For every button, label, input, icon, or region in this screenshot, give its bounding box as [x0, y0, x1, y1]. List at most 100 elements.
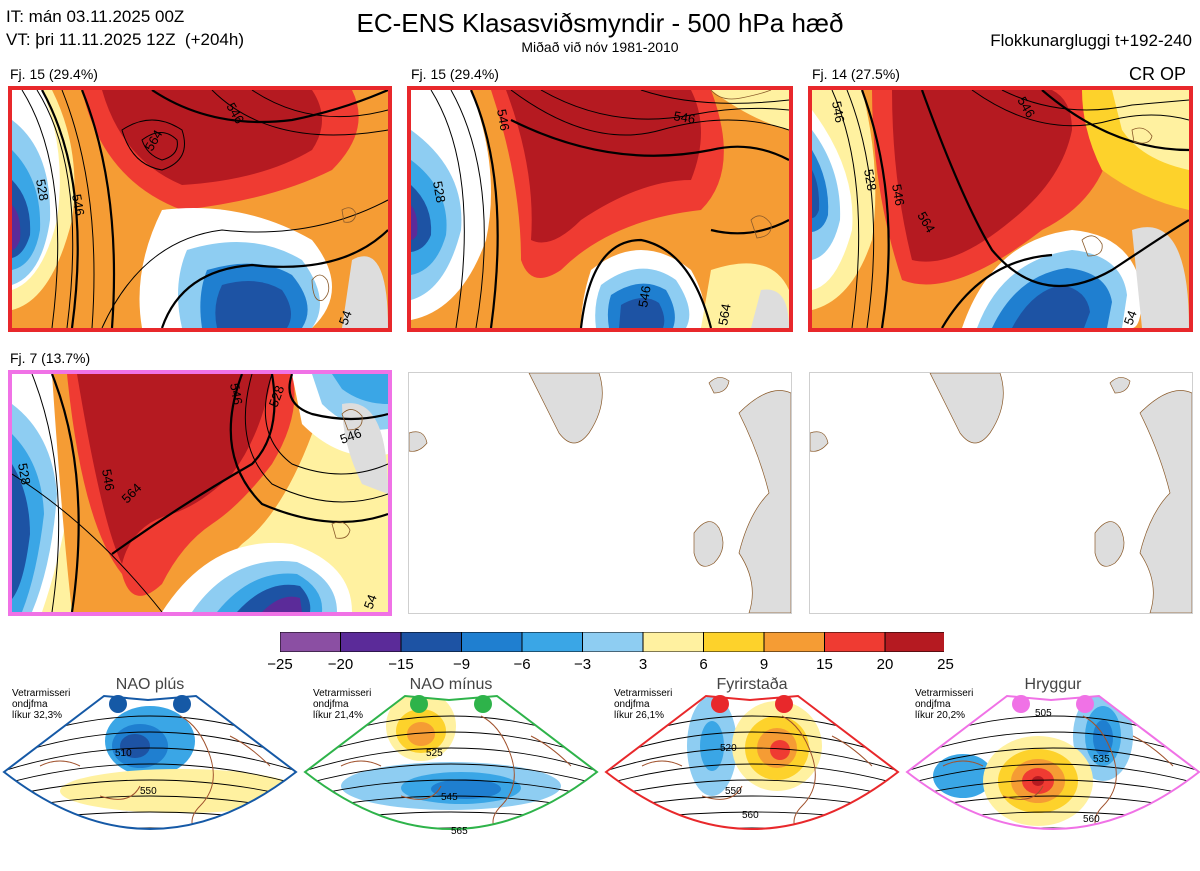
colorbar-segment	[521, 632, 583, 652]
colorbar-tick-label: 15	[816, 656, 833, 673]
regime-contour-label: 550	[725, 786, 742, 797]
panel-3-label: Fj. 14 (27.5%)	[812, 66, 900, 82]
regime-contour-label: 520	[720, 743, 737, 754]
colorbar-tick-label: 25	[937, 656, 954, 673]
colorbar-segment	[824, 632, 886, 652]
regime-title: NAO mínus	[409, 676, 493, 693]
page-title: EC-ENS Klasasviðsmyndir - 500 hPa hæð	[356, 8, 844, 38]
regime-map-1: 510 550 NAO plús Vetrarmisseri ondjfma líku…	[0, 676, 300, 871]
anomaly-blob	[1032, 776, 1044, 786]
regime-description: Vetrarmisseri ondjfma líkur 32,3%	[12, 688, 71, 721]
regime-description: Vetrarmisseri ondjfma líkur 20,2%	[915, 688, 974, 721]
colorbar-segment	[884, 632, 944, 652]
regime-frame	[303, 694, 599, 830]
valid-time: VT: þri 11.11.2025 12Z (+204h)	[6, 30, 244, 49]
colorbar-segment	[763, 632, 825, 652]
regime-map-2: 525 545 565 NAO mínus Vetrarmisseri ondjfma …	[301, 676, 601, 871]
colorbar-segment	[703, 632, 765, 652]
regime-marker-dot	[711, 695, 729, 713]
panel-3-contour-label: 528	[861, 168, 880, 192]
anomaly-blob	[933, 754, 993, 798]
colorbar-segment	[280, 632, 341, 652]
panel-4-contour-label: 546	[227, 382, 246, 406]
colorbar-tick-label: 6	[699, 656, 708, 673]
colorbar	[280, 632, 944, 652]
panel-1-contour-label: 546	[69, 193, 88, 217]
colorbar-segment	[582, 632, 644, 652]
panel-2-contour-label: 546	[672, 108, 696, 127]
colorbar-tick-label: −25	[267, 656, 293, 673]
panel-2-contour-label: 528	[430, 180, 449, 204]
anomaly-blob	[60, 769, 296, 813]
panel-4-contour-label: 546	[338, 425, 364, 447]
regime-marker-dot	[410, 695, 428, 713]
anomaly-blob	[407, 722, 435, 746]
regime-contour-label: 535	[1093, 754, 1110, 765]
cluster-map-4: 546 528 546 564 546 54 528	[8, 370, 392, 616]
regime-contour-label: 560	[1083, 814, 1100, 825]
colorbar-tick-label: −3	[573, 656, 592, 673]
panel-4-contour-label: 54	[361, 592, 380, 611]
colorbar-segment	[461, 632, 523, 652]
panel-3-contour-label: 54	[1121, 308, 1140, 327]
anomaly-blob	[120, 734, 150, 758]
colorbar-segment	[642, 632, 704, 652]
init-time: IT: mán 03.11.2025 00Z	[6, 7, 185, 26]
colorbar-segment	[340, 632, 402, 652]
regime-frame	[905, 694, 1200, 830]
climatology-subtitle: Miðað við nóv 1981-2010	[521, 39, 679, 55]
empty-map-5	[408, 372, 792, 614]
operational-label: CR OP	[1128, 64, 1186, 84]
anomaly-blob	[770, 740, 790, 760]
regime-description: Vetrarmisseri ondjfma líkur 21,4%	[313, 688, 372, 721]
panel-4-contour-label: 528	[15, 462, 34, 486]
regime-marker-dot	[1012, 695, 1030, 713]
colorbar-tick-label: 9	[759, 656, 769, 673]
regime-contour-label: 565	[451, 826, 468, 837]
regime-marker-dot	[775, 695, 793, 713]
panel-2-contour-label: 546	[635, 285, 654, 309]
panel-3-contour-label: 546	[889, 183, 908, 207]
regime-frame	[2, 694, 298, 830]
regime-description: Vetrarmisseri ondjfma líkur 26,1%	[614, 688, 673, 721]
regime-map-4: 505 535 560 Hryggur Vetrarmisseri ondjfma lí…	[903, 676, 1200, 871]
panel-4-contour-label: 528	[266, 384, 288, 410]
regime-frame	[604, 694, 900, 830]
colorbar-tick-label: −9	[452, 656, 471, 673]
regime-title: Hryggur	[1024, 676, 1082, 693]
panel-1-label: Fj. 15 (29.4%)	[10, 66, 98, 82]
panel-4-contour-label: 546	[99, 468, 118, 492]
panel-2-contour-label: 564	[715, 303, 734, 327]
anomaly-blob	[1018, 846, 1048, 856]
panel-2-contour-label: 546	[494, 108, 513, 132]
regime-contour-label: 505	[1035, 708, 1052, 719]
colorbar-tick-label: 20	[876, 656, 894, 673]
cluster-map-3: 546 528 546 564 546 54	[808, 86, 1193, 332]
colorbar-tick-label: 3	[638, 656, 648, 673]
regime-title: Fyrirstaða	[716, 676, 788, 693]
colorbar-tick-label: −20	[327, 656, 354, 673]
regime-contour-label: 510	[115, 748, 132, 759]
regime-map-3: 520 550 560 Fyrirstaða Vetrarmisseri ondjfma…	[602, 676, 902, 871]
regime-contour-label: 560	[742, 810, 759, 821]
regime-marker-dot	[109, 695, 127, 713]
panel-3-contour-label: 546	[829, 100, 848, 124]
regime-marker-dot	[173, 695, 191, 713]
regime-marker-dot	[474, 695, 492, 713]
panel-4-label: Fj. 7 (13.7%)	[10, 350, 91, 366]
panel-1-contour-label: 54	[336, 308, 355, 327]
colorbar-tick-label: −15	[388, 656, 414, 673]
regime-contour-label: 545	[441, 792, 458, 803]
cluster-map-1: 546 528 564 546 54	[8, 86, 392, 332]
anomaly-blob	[431, 779, 501, 799]
classification-window: Flokkunargluggi t+192-240	[990, 31, 1192, 50]
regime-contour-label: 550	[140, 786, 157, 797]
panel-1-contour-label: 528	[33, 178, 52, 202]
regime-marker-dot	[1076, 695, 1094, 713]
colorbar-tick-label: −6	[513, 656, 531, 673]
regime-contour-label: 525	[426, 748, 443, 759]
cluster-map-2: 546 528 546 546 564	[407, 86, 793, 332]
panel-2-label: Fj. 15 (29.4%)	[411, 66, 499, 82]
empty-map-6	[809, 372, 1193, 614]
colorbar-segment	[400, 632, 462, 652]
